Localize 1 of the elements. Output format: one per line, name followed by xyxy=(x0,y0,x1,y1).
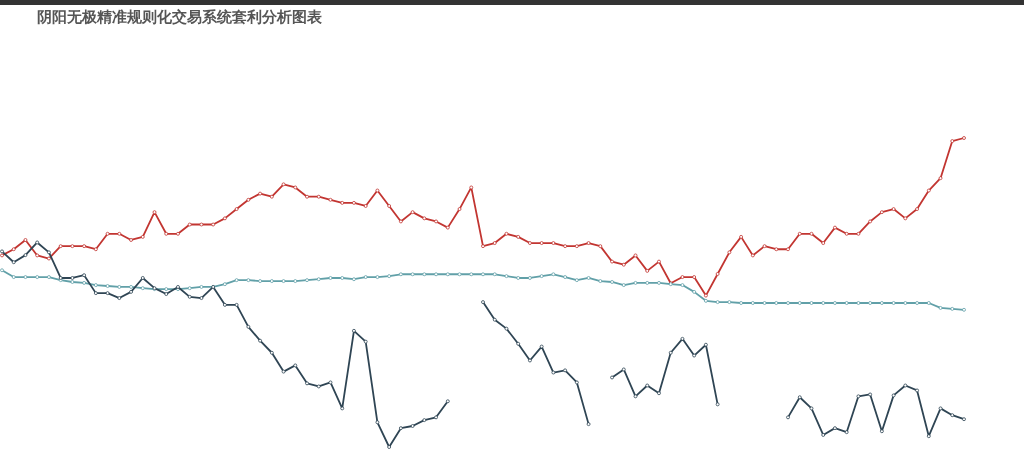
chart-title: 阴阳无极精准规则化交易系统套利分析图表 xyxy=(37,8,323,26)
